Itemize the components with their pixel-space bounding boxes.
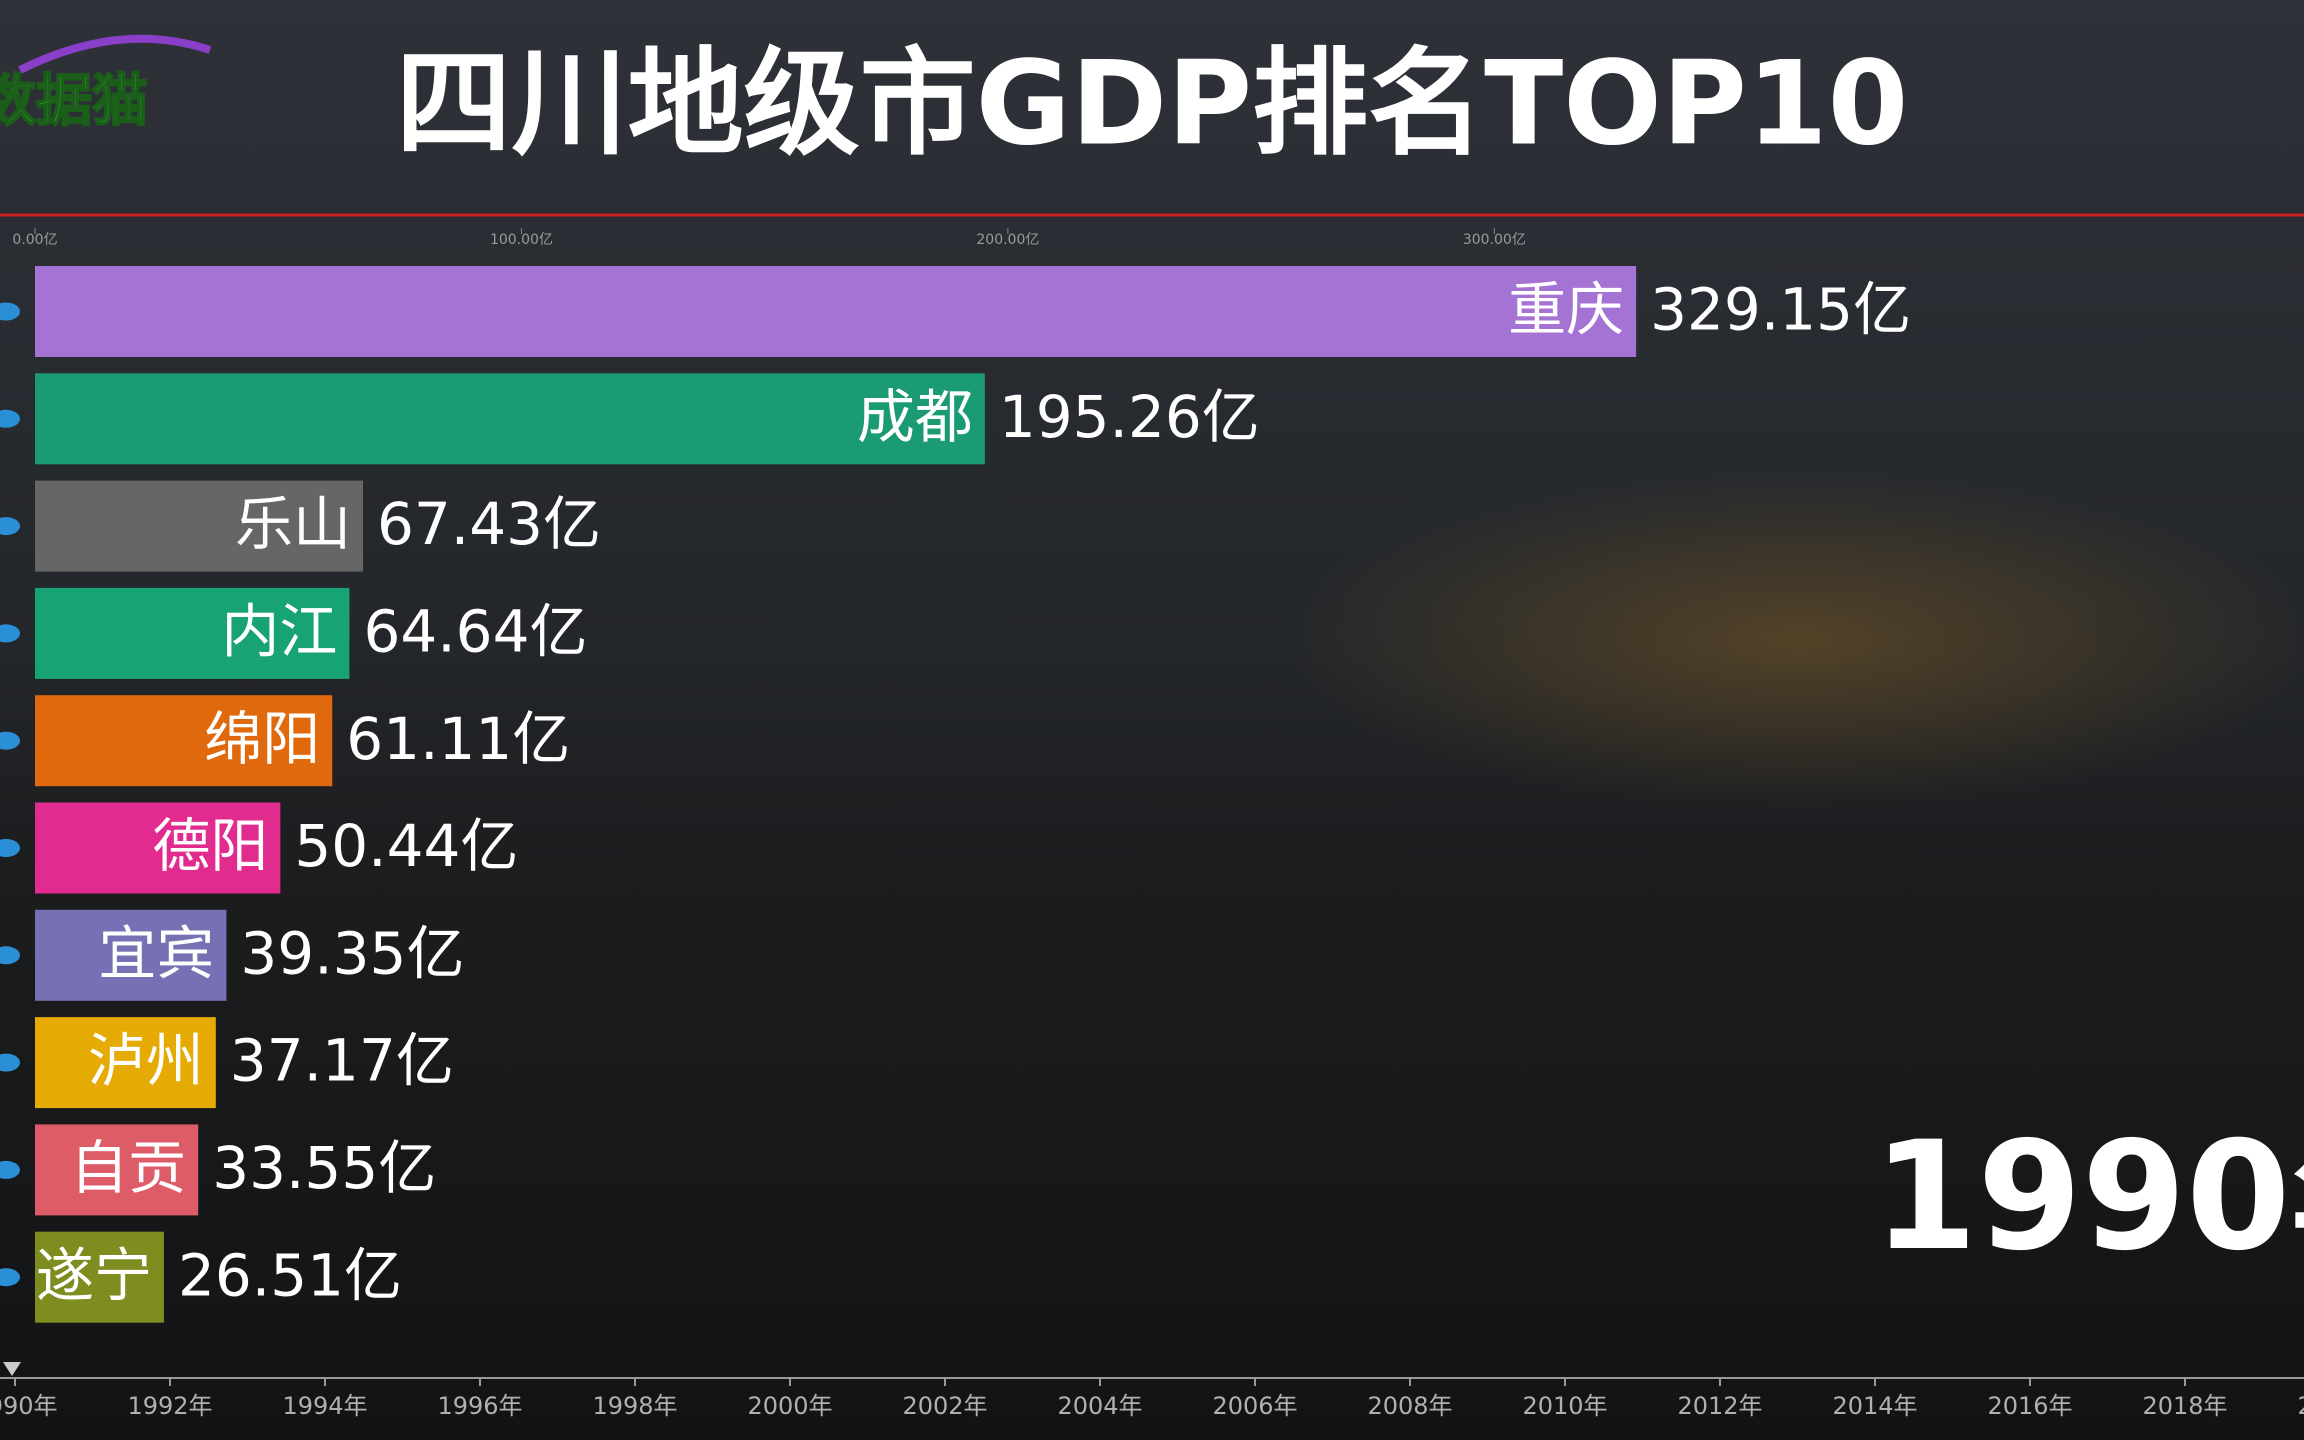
timeline-label: 1998年 (592, 1392, 677, 1420)
timeline-label: 1990年 (0, 1392, 58, 1420)
value-label: 61.11亿 (346, 705, 570, 773)
row-icon (0, 409, 20, 428)
category-label: 内江 (221, 598, 337, 666)
bar (35, 266, 1637, 357)
bar (35, 909, 227, 1001)
timeline-label: 2008年 (1367, 1392, 1452, 1420)
bar (35, 1124, 199, 1216)
value-label: 50.44亿 (294, 812, 518, 880)
timeline-label: 2012年 (1677, 1392, 1762, 1420)
timeline-label: 2016年 (1987, 1392, 2072, 1420)
bar (35, 373, 985, 465)
category-label: 自贡 (70, 1134, 186, 1202)
category-label: 泸州 (88, 1027, 204, 1095)
row-icon (0, 1053, 20, 1072)
timeline-label: 2002年 (902, 1392, 987, 1420)
value-label: 26.51亿 (178, 1241, 402, 1309)
value-label: 195.26亿 (999, 383, 1260, 451)
category-label: 遂宁 (36, 1241, 152, 1309)
category-label: 绵阳 (204, 705, 320, 773)
logo-arc (18, 34, 212, 74)
row-icon (0, 839, 20, 857)
row-icon (0, 302, 20, 321)
bar (35, 802, 281, 894)
row-icon (0, 946, 20, 965)
logo: 数据猫 (0, 69, 148, 134)
timeline-label: 2010年 (1522, 1392, 1607, 1420)
bar (35, 695, 333, 787)
x-tick-label: 100.00亿 (490, 232, 553, 248)
timeline-label: 2004年 (1057, 1392, 1142, 1420)
background-glow (1280, 470, 2304, 810)
timeline-label: 2020年 (2297, 1392, 2304, 1420)
row-icon (0, 1268, 20, 1287)
x-tick-label: 200.00亿 (976, 232, 1039, 248)
category-label: 乐山 (235, 490, 351, 558)
timeline-label: 1996年 (437, 1392, 522, 1420)
current-year: 1990年 (1873, 1110, 2304, 1284)
timeline-cursor (3, 1362, 21, 1376)
timeline-label: 1992年 (127, 1392, 212, 1420)
bar (35, 1231, 164, 1323)
category-label: 宜宾 (98, 919, 214, 987)
value-label: 67.43亿 (377, 490, 601, 558)
value-label: 39.35亿 (240, 919, 464, 987)
value-label: 33.55亿 (212, 1134, 436, 1202)
timeline-label: 2014年 (1832, 1392, 1917, 1420)
row-icon (0, 624, 20, 643)
chart-title: 四川地级市GDP排名TOP10 (396, 37, 1909, 172)
row-icon (0, 517, 20, 536)
timeline-label: 2000年 (747, 1392, 832, 1420)
timeline-label: 2006年 (1212, 1392, 1297, 1420)
timeline-label: 2018年 (2142, 1392, 2227, 1420)
x-tick-label: 300.00亿 (1463, 232, 1526, 248)
category-label: 德阳 (152, 812, 268, 880)
row-icon (0, 1160, 20, 1179)
bar (35, 480, 364, 572)
category-label: 重庆 (1508, 276, 1624, 344)
row-icon (0, 731, 20, 750)
bar (35, 1017, 216, 1109)
bar (35, 587, 350, 679)
value-label: 329.15亿 (1650, 276, 1911, 344)
value-label: 37.17亿 (230, 1027, 454, 1095)
timeline-label: 1994年 (282, 1392, 367, 1420)
value-label: 64.64亿 (363, 598, 587, 666)
x-tick-label: 0.00亿 (12, 232, 57, 248)
category-label: 成都 (857, 383, 973, 451)
